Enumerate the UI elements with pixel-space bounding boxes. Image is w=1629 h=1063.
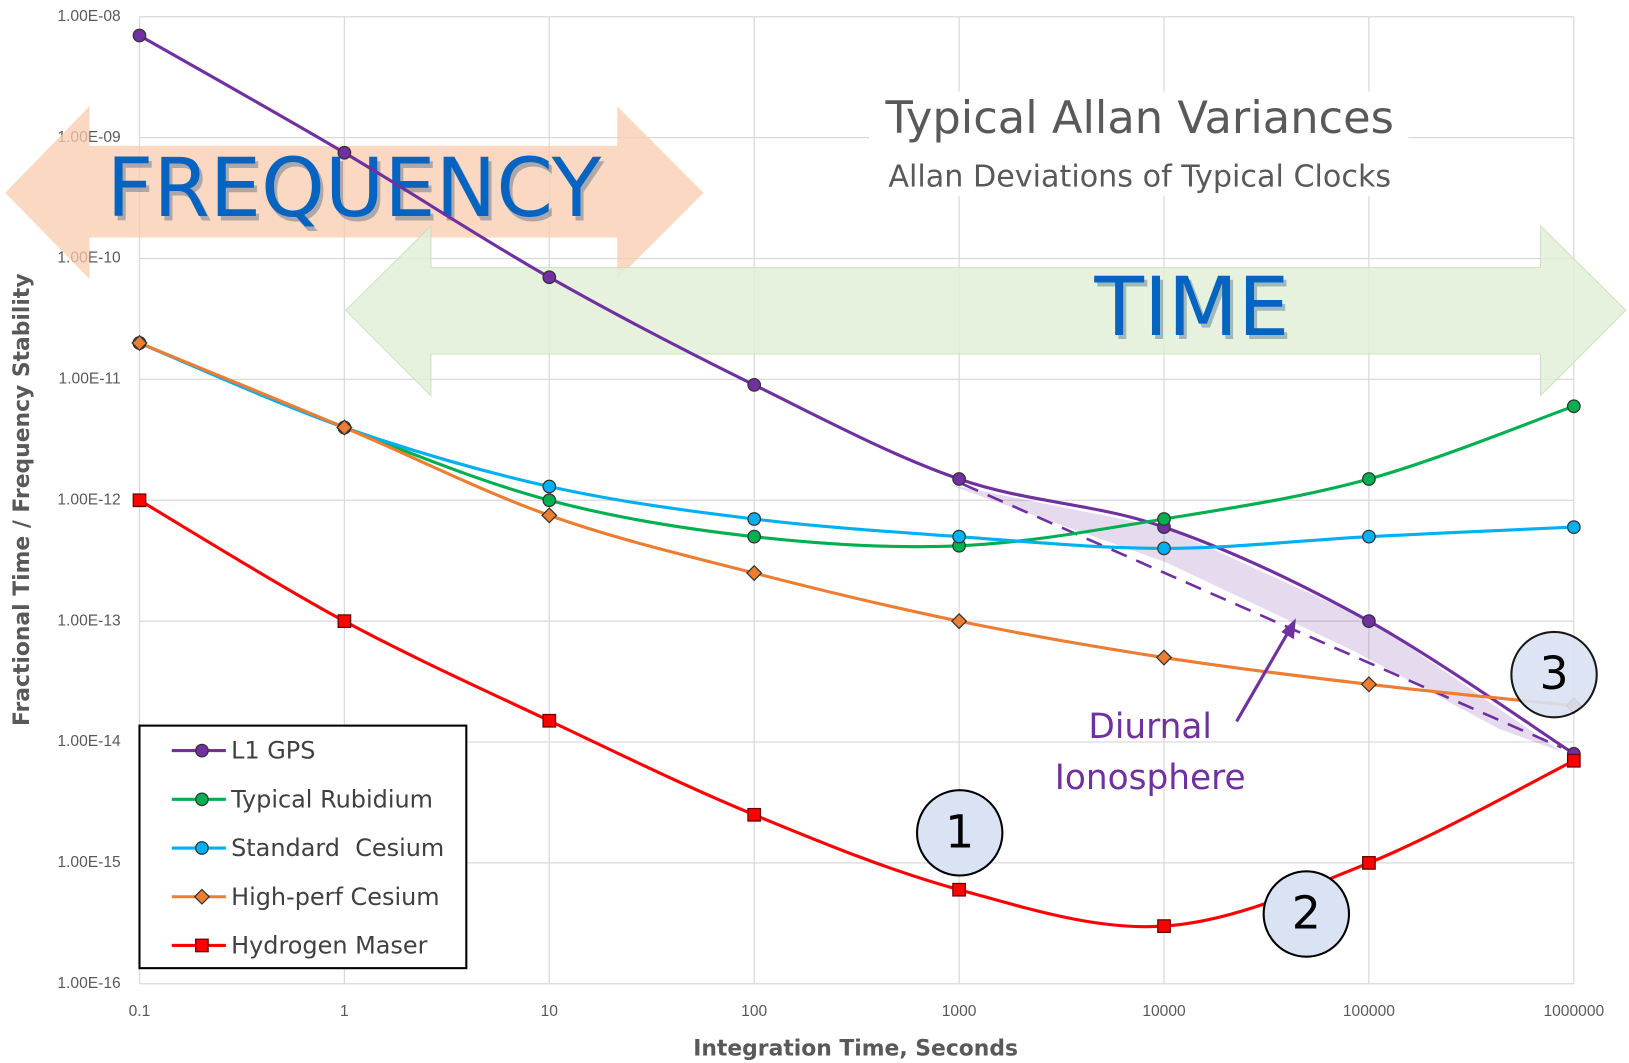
marker (747, 378, 762, 392)
marker (747, 512, 762, 526)
y-tick-label: 1.00E-08 (57, 8, 120, 25)
chart-subtitle: Allan Deviations of Typical Clocks (888, 160, 1391, 195)
x-tick-label: 10 (541, 1003, 559, 1020)
x-tick-label: 1 (340, 1003, 349, 1020)
y-axis-label: Fractional Time / Frequency Stability (10, 273, 35, 726)
marker (1157, 919, 1171, 933)
legend-entries: L1 GPS Typical Rubidium Standard Cesium Hig… (171, 737, 444, 960)
marker (195, 841, 209, 855)
x-axis-label: Integration Time, Seconds (693, 1036, 1018, 1061)
title-background (869, 91, 1409, 196)
marker (1157, 512, 1171, 526)
y-tick-label: 1.00E-12 (57, 491, 120, 508)
series-layer (131, 28, 1583, 933)
frequency-arrow (5, 106, 704, 280)
x-tick-label: 1000 (942, 1003, 977, 1020)
ionosphere-label: Ionosphere (1055, 758, 1246, 798)
marker (337, 614, 352, 629)
ionosphere-trend (962, 482, 1562, 749)
diurnal-label: Diurnal (1088, 707, 1212, 747)
marker (542, 270, 557, 285)
y-tick-label: 1.00E-14 (57, 733, 121, 750)
marker (952, 472, 966, 486)
callout-circle (1262, 870, 1351, 958)
marker (195, 938, 209, 953)
callout-circle (1510, 630, 1598, 719)
y-tick-label: 1.00E-11 (59, 371, 121, 388)
marker (1566, 520, 1581, 534)
callout-label: 3 (1539, 646, 1568, 700)
legend-label: High-perf Cesium (231, 883, 440, 911)
marker (747, 807, 762, 822)
series-line (138, 498, 1575, 929)
marker (1155, 649, 1173, 666)
ionosphere-band (947, 484, 1562, 752)
marker (195, 743, 209, 758)
marker (1362, 529, 1376, 544)
marker (131, 334, 148, 352)
marker (747, 529, 762, 544)
marker (1360, 676, 1378, 693)
x-tick-label: 100 (741, 1003, 767, 1020)
marker (541, 507, 558, 524)
x-tick-label: 100000 (1343, 1003, 1395, 1020)
ionosphere-arrow (1235, 627, 1293, 723)
time-label: TIME (1093, 261, 1289, 355)
y-tick-label: 1.00E-15 (57, 854, 121, 871)
marker (132, 28, 147, 43)
marker (952, 882, 966, 897)
marker (542, 479, 557, 494)
marker (195, 792, 209, 807)
marker (132, 493, 147, 508)
y-tick-label: 1.00E-13 (57, 612, 120, 629)
marker (336, 419, 353, 436)
marker (1566, 753, 1581, 768)
series-line (138, 34, 1575, 756)
callout-label: 1 (945, 804, 974, 858)
series-line (138, 341, 1575, 549)
chart-title: Typical Allan Variances (885, 91, 1394, 144)
marker (1362, 614, 1376, 629)
marker (1362, 472, 1376, 486)
series-line (138, 341, 1574, 550)
marker (1566, 399, 1581, 414)
marker (193, 888, 211, 905)
y-tick-label: 1.00E-16 (57, 975, 120, 992)
x-tick-label: 1000000 (1543, 1003, 1604, 1020)
frequency-label: FREQUENCY (107, 142, 602, 236)
marker (1362, 856, 1376, 870)
marker (952, 529, 966, 544)
marker (746, 564, 763, 582)
legend-label: Typical Rubidium (230, 785, 433, 813)
x-tick-label: 10000 (1142, 1003, 1186, 1020)
x-tick-label: 0.1 (129, 1003, 151, 1020)
marker (1157, 541, 1171, 556)
callout-circle (915, 789, 1004, 877)
marker (337, 145, 352, 160)
series-line (138, 341, 1574, 708)
time-arrow (344, 224, 1627, 397)
legend-label: Hydrogen Maser (231, 932, 428, 960)
time-shadow: TIME (1097, 265, 1293, 359)
marker (950, 612, 968, 630)
ionosphere-arrowhead (1281, 618, 1296, 640)
marker (542, 493, 557, 508)
marker (542, 713, 557, 728)
legend-label: Standard Cesium (231, 834, 444, 862)
legend-label: L1 GPS (231, 737, 315, 765)
callout-label: 2 (1292, 886, 1321, 940)
